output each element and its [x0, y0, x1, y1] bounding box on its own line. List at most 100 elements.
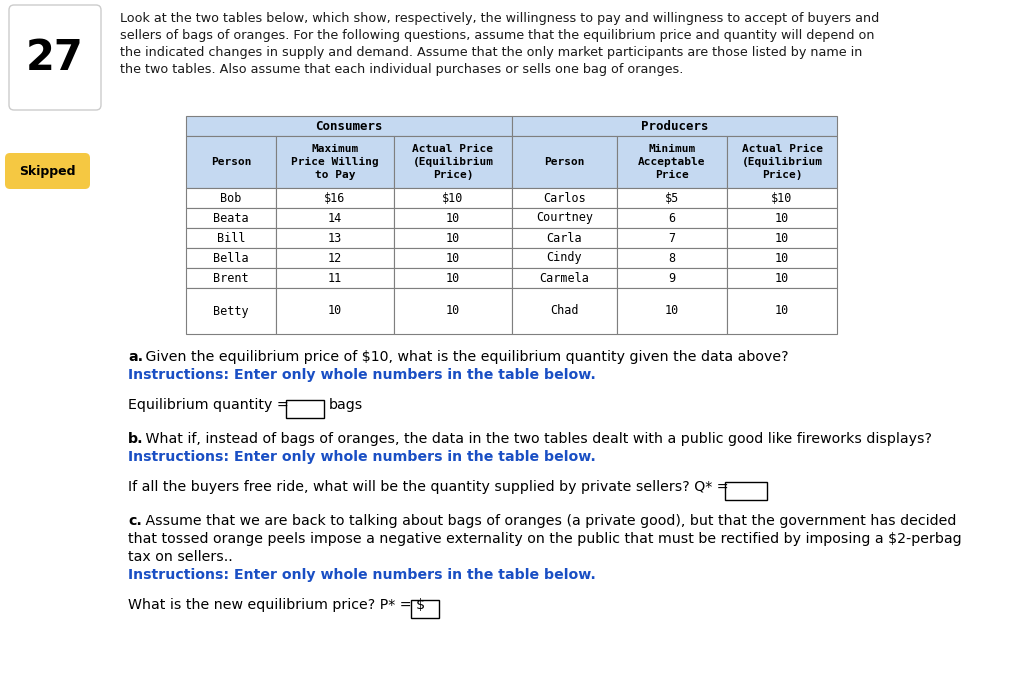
Text: tax on sellers..: tax on sellers..	[128, 550, 232, 564]
Text: the indicated changes in supply and demand. Assume that the only market particip: the indicated changes in supply and dema…	[120, 46, 862, 59]
Bar	[617, 208, 727, 228]
Text: Instructions: Enter only whole numbers in the table below.: Instructions: Enter only whole numbers i…	[128, 368, 596, 382]
Text: 9: 9	[669, 272, 676, 285]
Bar	[617, 268, 727, 288]
Text: Carlos: Carlos	[543, 191, 586, 204]
Text: Given the equilibrium price of $10, what is the equilibrium quantity given the d: Given the equilibrium price of $10, what…	[140, 350, 788, 364]
Bar	[512, 228, 617, 248]
Text: 10: 10	[445, 272, 460, 285]
Bar	[512, 136, 617, 188]
FancyBboxPatch shape	[5, 153, 90, 189]
Bar	[512, 116, 837, 136]
Bar	[617, 288, 727, 334]
Text: 8: 8	[669, 252, 676, 264]
Bar	[276, 136, 394, 188]
Text: Consumers: Consumers	[315, 120, 383, 133]
Text: What if, instead of bags of oranges, the data in the two tables dealt with a pub: What if, instead of bags of oranges, the…	[140, 432, 932, 446]
Bar	[276, 288, 394, 334]
Bar	[276, 228, 394, 248]
Bar	[186, 116, 512, 136]
Text: Carmela: Carmela	[540, 272, 590, 285]
Text: 10: 10	[445, 231, 460, 244]
Text: the two tables. Also assume that each individual purchases or sells one bag of o: the two tables. Also assume that each in…	[120, 63, 683, 76]
Bar	[512, 208, 617, 228]
Text: What is the new equilibrium price? P* = $: What is the new equilibrium price? P* = …	[128, 598, 425, 612]
Text: Carla: Carla	[547, 231, 583, 244]
Text: that tossed orange peels impose a negative externality on the public that must b: that tossed orange peels impose a negati…	[128, 532, 962, 546]
Text: Betty: Betty	[213, 305, 249, 317]
Bar	[512, 248, 617, 268]
Bar	[512, 268, 617, 288]
Text: 10: 10	[665, 305, 679, 317]
Text: Beata: Beata	[213, 211, 249, 224]
Bar	[394, 288, 512, 334]
Bar	[394, 136, 512, 188]
Bar	[617, 228, 727, 248]
Bar	[394, 248, 512, 268]
Text: Person: Person	[211, 157, 251, 167]
Bar	[186, 228, 276, 248]
Text: c.: c.	[128, 514, 142, 528]
Text: 12: 12	[328, 252, 342, 264]
Text: 14: 14	[328, 211, 342, 224]
Text: If all the buyers free ride, what will be the quantity supplied by private selle: If all the buyers free ride, what will b…	[128, 480, 729, 494]
Bar	[394, 228, 512, 248]
Bar	[727, 136, 837, 188]
Bar	[727, 288, 837, 334]
Text: Bill: Bill	[217, 231, 246, 244]
Text: Assume that we are back to talking about bags of oranges (a private good), but t: Assume that we are back to talking about…	[140, 514, 956, 528]
Text: Skipped: Skipped	[19, 164, 76, 178]
Text: Look at the two tables below, which show, respectively, the willingness to pay a: Look at the two tables below, which show…	[120, 12, 880, 25]
Bar	[727, 248, 837, 268]
Bar	[727, 228, 837, 248]
Text: Maximum
Price Willing
to Pay: Maximum Price Willing to Pay	[291, 144, 379, 180]
Bar	[186, 268, 276, 288]
Text: Bob: Bob	[220, 191, 242, 204]
Bar	[276, 188, 394, 208]
Text: bags: bags	[329, 398, 364, 412]
Text: 10: 10	[445, 305, 460, 317]
Text: Courtney: Courtney	[536, 211, 593, 224]
Text: sellers of bags of oranges. For the following questions, assume that the equilib: sellers of bags of oranges. For the foll…	[120, 29, 874, 42]
Text: Bella: Bella	[213, 252, 249, 264]
Bar	[617, 136, 727, 188]
Text: 10: 10	[775, 211, 790, 224]
Bar	[411, 600, 439, 618]
Bar	[186, 188, 276, 208]
Bar	[276, 268, 394, 288]
Bar	[727, 268, 837, 288]
Text: Cindy: Cindy	[547, 252, 583, 264]
Text: 7: 7	[669, 231, 676, 244]
Text: 10: 10	[775, 252, 790, 264]
Text: Equilibrium quantity =: Equilibrium quantity =	[128, 398, 289, 412]
Text: Instructions: Enter only whole numbers in the table below.: Instructions: Enter only whole numbers i…	[128, 568, 596, 582]
Text: 11: 11	[328, 272, 342, 285]
Text: 13: 13	[328, 231, 342, 244]
Text: Person: Person	[544, 157, 585, 167]
Bar	[727, 188, 837, 208]
Bar	[276, 248, 394, 268]
Bar	[512, 188, 617, 208]
Text: 6: 6	[669, 211, 676, 224]
Bar	[186, 248, 276, 268]
FancyBboxPatch shape	[9, 5, 101, 110]
Bar	[186, 288, 276, 334]
Text: $5: $5	[665, 191, 679, 204]
Bar	[276, 208, 394, 228]
Text: a.: a.	[128, 350, 143, 364]
Text: 10: 10	[775, 272, 790, 285]
Text: $16: $16	[325, 191, 346, 204]
Text: 10: 10	[445, 252, 460, 264]
Bar	[512, 288, 617, 334]
Bar	[725, 482, 767, 500]
Text: Actual Price
(Equilibrium
Price): Actual Price (Equilibrium Price)	[413, 144, 494, 180]
Bar	[394, 208, 512, 228]
Text: Brent: Brent	[213, 272, 249, 285]
Bar	[286, 400, 324, 418]
Text: Minimum
Acceptable
Price: Minimum Acceptable Price	[638, 144, 706, 180]
Text: Chad: Chad	[550, 305, 579, 317]
Bar	[617, 248, 727, 268]
Text: 10: 10	[445, 211, 460, 224]
Text: Instructions: Enter only whole numbers in the table below.: Instructions: Enter only whole numbers i…	[128, 450, 596, 464]
Bar	[186, 136, 276, 188]
